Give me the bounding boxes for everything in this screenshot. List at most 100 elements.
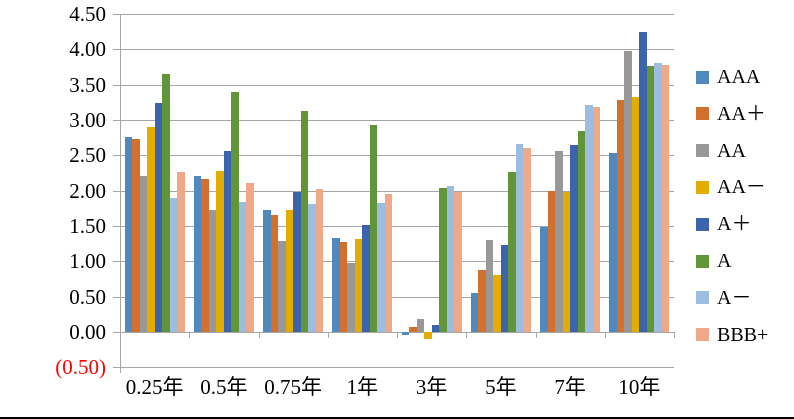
gridline <box>120 119 674 121</box>
bar-AA＋-3年 <box>409 326 417 332</box>
legend-swatch-AA <box>696 144 709 158</box>
bar-AA＋-7年 <box>547 191 556 332</box>
bar-AAA-1年 <box>332 237 340 332</box>
bar-A－-10年 <box>654 63 662 332</box>
x-axis-category-label: 1年 <box>346 375 379 400</box>
bar-A-7年 <box>577 130 586 332</box>
y-axis-tick-label: 0.00 <box>69 319 106 344</box>
bar-AA-1年 <box>347 263 355 332</box>
y-axis-tick-label: 3.00 <box>69 107 106 132</box>
y-axis-tick-label: 2.50 <box>69 143 106 168</box>
y-axis-tick <box>113 225 120 227</box>
bar-AAA-0.25年 <box>124 136 133 332</box>
legend-label: BBB+ <box>717 323 769 346</box>
bar-AA－-1年 <box>354 238 363 332</box>
bar-BBB+-10年 <box>661 64 670 332</box>
bar-BBB+-5年 <box>523 148 531 332</box>
bar-AA-5年 <box>485 240 494 332</box>
y-axis-tick <box>113 331 120 333</box>
gridline <box>120 225 674 227</box>
y-axis-tick <box>113 49 120 51</box>
bar-AAA-7年 <box>540 227 548 332</box>
bar-AA－-5年 <box>493 275 501 332</box>
x-axis-tick <box>120 331 121 338</box>
bar-A-0.25年 <box>162 74 170 332</box>
x-axis-tick <box>466 331 468 338</box>
bar-AA＋-0.25年 <box>132 139 140 332</box>
bar-AAA-5年 <box>470 292 479 332</box>
x-axis-tick <box>327 331 329 338</box>
bar-AA＋-0.75年 <box>270 214 279 332</box>
bar-AA－-7年 <box>562 191 571 332</box>
y-axis-tick-label: 0.50 <box>69 284 106 309</box>
legend-item-A－: A－ <box>696 287 751 309</box>
x-axis-tick <box>258 331 260 338</box>
gridline <box>120 296 674 298</box>
bar-AA-3年 <box>416 319 425 332</box>
bar-A-3年 <box>439 188 447 332</box>
bar-A－-7年 <box>585 105 593 332</box>
y-axis-tick <box>113 367 120 369</box>
bar-AA－-0.5年 <box>216 170 224 332</box>
y-axis-tick-label: 1.50 <box>69 213 106 238</box>
bar-AAA-3年 <box>401 331 410 336</box>
x-axis-tick <box>674 331 675 338</box>
bar-A＋-5年 <box>500 244 509 332</box>
bar-AA-7年 <box>555 151 563 332</box>
legend-label: A <box>717 250 732 272</box>
bar-A－-0.75年 <box>308 203 316 332</box>
bar-A＋-3年 <box>431 324 440 332</box>
bar-AA-10年 <box>624 51 632 332</box>
screenshot-bottom-border <box>0 417 794 419</box>
bar-A＋-0.25年 <box>154 102 163 332</box>
legend-swatch-BBB+ <box>696 328 709 342</box>
y-axis-tick-label: 2.00 <box>69 178 106 203</box>
x-axis-category-label: 3年 <box>415 375 448 400</box>
x-axis-tick <box>189 331 191 338</box>
legend-item-A＋: A＋ <box>696 213 751 235</box>
legend-item-AA－: AA－ <box>696 176 766 198</box>
legend-label: A＋ <box>717 213 752 236</box>
legend-label: AA＋ <box>717 102 766 125</box>
bar-AA＋-1年 <box>339 242 348 332</box>
x-axis-category-label: 0.75年 <box>264 375 322 400</box>
gridline <box>120 14 674 15</box>
y-axis-tick <box>113 119 120 121</box>
y-axis-tick-label: 1.00 <box>69 249 106 274</box>
x-axis-tick <box>604 331 606 338</box>
bar-AA＋-0.5年 <box>201 178 209 332</box>
y-axis-tick-label: 4.50 <box>69 2 106 26</box>
legend-label: AAA <box>717 66 761 88</box>
y-axis-tick <box>113 155 120 157</box>
bar-A-0.75年 <box>300 110 309 332</box>
bar-BBB+-0.75年 <box>315 189 324 332</box>
x-axis-tick <box>397 331 398 338</box>
bar-A-10年 <box>646 66 655 332</box>
legend-label: AA <box>717 139 746 162</box>
x-axis-category-label: 0.5年 <box>200 375 248 400</box>
y-axis-tick <box>113 190 120 192</box>
y-axis-tick-label: (0.50) <box>55 355 106 380</box>
bar-AA－-10年 <box>631 97 640 332</box>
bar-A－-0.25年 <box>169 197 178 332</box>
bar-A＋-0.5年 <box>223 151 232 332</box>
x-axis-category-label: 5年 <box>485 375 517 400</box>
y-axis-tick <box>113 84 120 86</box>
gridline <box>120 261 674 263</box>
bar-AAA-0.5年 <box>193 176 202 332</box>
y-axis-tick <box>113 296 120 298</box>
bar-AA－-3年 <box>424 331 432 339</box>
bar-A＋-0.75年 <box>293 191 301 332</box>
bar-A＋-7年 <box>570 144 578 332</box>
y-axis-tick <box>113 261 120 263</box>
legend-swatch-AAA <box>696 70 709 84</box>
gridline <box>120 84 674 86</box>
legend-swatch-A＋ <box>696 217 709 231</box>
x-axis-tick <box>535 331 537 338</box>
bar-BBB+-0.5年 <box>246 182 254 332</box>
bar-AAA-0.75年 <box>263 210 271 332</box>
y-axis-line <box>120 14 121 374</box>
gridline <box>120 155 674 157</box>
bar-A－-5年 <box>515 143 524 332</box>
